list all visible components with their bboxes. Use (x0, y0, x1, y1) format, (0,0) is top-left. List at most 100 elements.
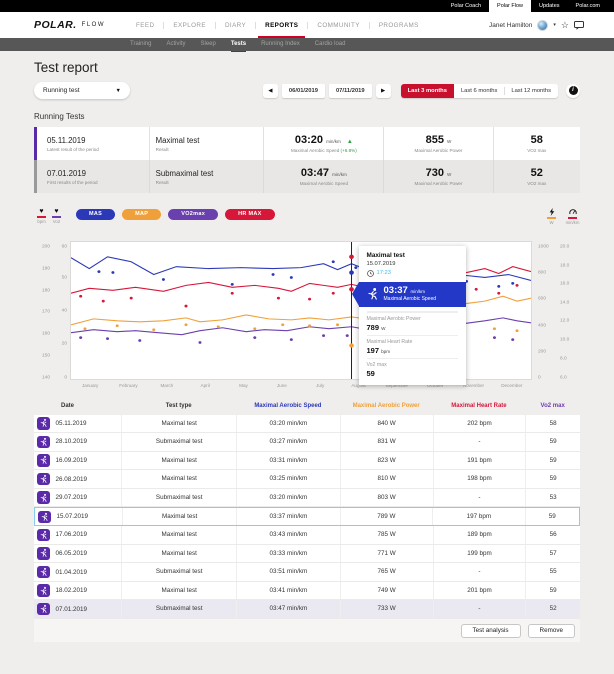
user-menu-caret-icon[interactable]: ▾ (553, 22, 556, 28)
data-point[interactable] (336, 322, 340, 326)
data-point[interactable] (101, 299, 105, 303)
data-point[interactable] (152, 327, 156, 331)
table-row[interactable]: 17.06.2019 Maximal test 03:43 min/km 785… (34, 526, 580, 545)
data-point[interactable] (184, 322, 188, 326)
vo2-tick: 40 (61, 308, 67, 313)
table-row[interactable]: 07.01.2019 Submaximal test 03:47 min/km … (34, 600, 580, 620)
user-name[interactable]: Janet Hamilton (489, 21, 533, 29)
data-point[interactable] (492, 326, 496, 330)
topbar-link[interactable]: Updates (539, 3, 560, 9)
cell-date: 05.11.2019 (55, 419, 87, 427)
summary-row-latest[interactable]: 05.11.2019 Latest result of the period M… (34, 127, 580, 160)
data-point[interactable] (253, 335, 257, 339)
nav-item-programs[interactable]: PROGRAMS (378, 21, 419, 29)
data-point[interactable] (497, 291, 501, 295)
feedback-bubble-icon[interactable] (574, 20, 584, 30)
data-point[interactable] (79, 294, 83, 298)
data-point[interactable] (511, 281, 515, 285)
table-row[interactable]: 29.07.2019 Submaximal test 03:20 min/km … (34, 488, 580, 508)
data-point[interactable] (83, 326, 87, 330)
test-type-dropdown[interactable]: Running test ▼ (34, 82, 130, 99)
data-point[interactable] (253, 326, 257, 330)
data-point[interactable] (492, 335, 496, 339)
subnav-item-sleep[interactable]: Sleep (200, 41, 216, 47)
data-point[interactable] (129, 296, 133, 300)
nav-item-feed[interactable]: FEED (136, 21, 155, 29)
data-point[interactable] (322, 333, 326, 337)
cell-vo2: 55 (525, 563, 580, 581)
nav-item-diary[interactable]: DIARY (224, 21, 247, 29)
data-point[interactable] (308, 323, 312, 327)
nav-item-community[interactable]: COMMUNITY (317, 21, 360, 29)
table-row[interactable]: 05.11.2019 Maximal test 03:20 min/km 840… (34, 414, 580, 434)
preset-last-3-months[interactable]: Last 3 months (400, 83, 454, 98)
data-point[interactable] (198, 340, 202, 344)
avatar[interactable] (537, 19, 549, 31)
table-row[interactable]: 16.09.2019 Maximal test 03:31 min/km 823… (34, 451, 580, 471)
table-row[interactable]: 06.05.2019 Maximal test 03:33 min/km 771… (34, 544, 580, 564)
next-period-button[interactable]: ▶ (375, 83, 391, 98)
data-point[interactable] (515, 283, 519, 287)
topbar-link[interactable]: Polar Coach (450, 3, 482, 9)
data-point[interactable] (184, 304, 188, 307)
data-point[interactable] (331, 259, 335, 263)
data-point[interactable] (515, 328, 519, 332)
remove-button[interactable]: Remove (527, 623, 575, 638)
data-point[interactable] (230, 291, 234, 295)
data-point[interactable] (497, 284, 501, 288)
start-date-field[interactable]: 06/01/2019 (281, 83, 325, 98)
table-row[interactable]: 15.07.2019 Maximal test 03:37 min/km 789… (34, 507, 580, 527)
legend-pill-map[interactable]: MAP (122, 209, 162, 220)
subnav-item-cardio-load[interactable]: Cardio load (314, 41, 346, 47)
data-point[interactable] (106, 336, 110, 340)
end-date-field[interactable]: 07/11/2019 (328, 83, 372, 98)
topbar-link[interactable]: Polar.com (575, 3, 600, 9)
table-row[interactable]: 26.08.2019 Maximal test 03:25 min/km 810… (34, 470, 580, 489)
prev-period-button[interactable]: ◀ (262, 83, 278, 98)
table-row[interactable]: 28.10.2019 Submaximal test 03:27 min/km … (34, 433, 580, 452)
data-point[interactable] (289, 337, 293, 341)
data-point[interactable] (465, 279, 469, 283)
vo2-tick: 60 (61, 244, 67, 249)
nav-item-explore[interactable]: EXPLORE (173, 21, 206, 29)
data-point[interactable] (216, 324, 220, 328)
chart-plot[interactable]: January February March April May June July Augu… (70, 240, 532, 388)
table-row[interactable]: 18.02.2019 Maximal test 03:41 min/km 749… (34, 581, 580, 601)
page-title: Test report (34, 60, 98, 75)
data-point[interactable] (138, 338, 142, 342)
data-point[interactable] (115, 323, 119, 327)
content: Test report Running test ▼ ◀ 06/01/2019 … (0, 51, 614, 643)
data-point[interactable] (474, 287, 478, 291)
data-point[interactable] (331, 291, 335, 295)
preset-last-6-months[interactable]: Last 6 months (460, 87, 498, 94)
data-point[interactable] (111, 270, 115, 274)
favorites-star-icon[interactable]: ☆ (560, 19, 569, 30)
legend-pill-hr max[interactable]: HR MAX (225, 209, 275, 220)
data-point[interactable] (289, 275, 293, 279)
subnav-item-activity[interactable]: Activity (166, 41, 186, 47)
data-point[interactable] (97, 269, 101, 273)
test-analysis-button[interactable]: Test analysis (460, 623, 521, 638)
data-point[interactable] (511, 337, 515, 341)
summary-speed: 03:20 min/km ▲ (294, 134, 353, 146)
preset-last-12-months[interactable]: Last 12 months (504, 84, 558, 98)
legend-pill-vo2max[interactable]: VO2max (168, 209, 219, 220)
summary-row-first[interactable]: 07.01.2019 First results of the period S… (34, 160, 580, 193)
data-point[interactable] (354, 265, 358, 269)
data-point[interactable] (230, 282, 234, 286)
nav-item-reports[interactable]: REPORTS (256, 22, 307, 38)
subnav-item-tests[interactable]: Tests (230, 38, 247, 52)
legend-pill-mas[interactable]: MAS (76, 209, 116, 220)
data-point[interactable] (308, 297, 312, 301)
subnav-item-training[interactable]: Training (130, 41, 152, 47)
table-row[interactable]: 01.04.2019 Submaximal test 03:51 min/km … (34, 563, 580, 582)
data-point[interactable] (161, 277, 165, 281)
data-point[interactable] (271, 272, 275, 276)
topbar-link[interactable]: Polar Flow (489, 0, 532, 12)
subnav-item-running-index[interactable]: Running Index (261, 41, 300, 47)
data-point[interactable] (276, 296, 280, 300)
data-point[interactable] (281, 322, 285, 326)
info-button[interactable]: i (566, 83, 580, 98)
data-point[interactable] (79, 335, 83, 339)
data-point[interactable] (345, 333, 349, 337)
